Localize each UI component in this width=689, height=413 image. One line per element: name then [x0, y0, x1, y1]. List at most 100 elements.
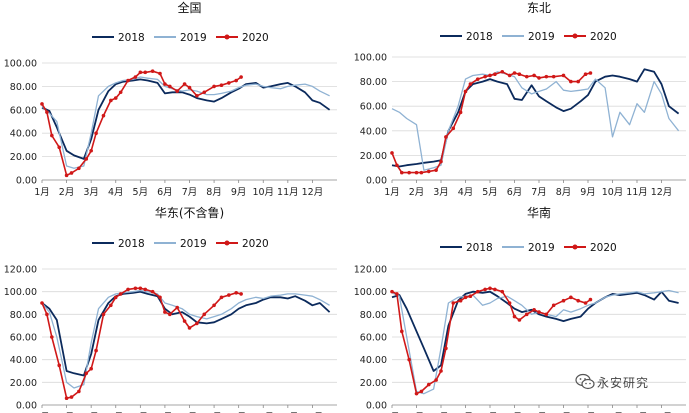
series-point-2020: [187, 85, 192, 90]
series-point-2020: [390, 289, 394, 294]
y-tick-label: 80.00: [10, 310, 37, 321]
legend-entry-2020: 2020: [216, 32, 269, 44]
x-tick-label: 5月: [482, 187, 498, 198]
series-point-2020: [239, 292, 243, 296]
series-point-2020: [463, 89, 468, 94]
legend-label: 2020: [590, 31, 617, 43]
series-point-2020: [493, 287, 497, 292]
legend-label: 2018: [466, 242, 493, 254]
legend-entry-2019: 2019: [154, 32, 207, 44]
y-tick-label: 80.00: [10, 82, 37, 93]
series-point-2020: [517, 72, 522, 77]
series-point-2020: [89, 366, 93, 371]
y-tick-label: 80.00: [360, 77, 387, 88]
y-tick-label: 40.00: [10, 129, 37, 140]
x-tick-label: 11月: [277, 187, 299, 198]
series-point-2020: [434, 378, 438, 382]
watermark: 永安研究: [575, 373, 687, 395]
legend-entry-2018: 2018: [92, 32, 145, 44]
legend-entry-2020: 2020: [216, 238, 269, 250]
series-point-2020: [537, 310, 541, 314]
series-point-2020: [50, 133, 54, 138]
chart-panel-4: 华南0.0020.0040.0060.0080.00100.00120.001月…: [354, 205, 686, 413]
series-point-2020: [569, 79, 573, 84]
series-line-2019: [391, 71, 680, 171]
series-point-2020: [576, 79, 580, 84]
series-point-2020: [118, 292, 123, 296]
series-point-2020: [84, 157, 89, 161]
series-point-2020: [451, 301, 456, 305]
series-point-2020: [583, 72, 588, 77]
legend-label: 2019: [180, 238, 207, 250]
series-point-2020: [493, 72, 497, 77]
series-point-2020: [64, 173, 69, 178]
y-tick-label: 60.00: [360, 333, 387, 344]
x-tick-label: 6月: [507, 187, 523, 198]
x-tick-label: 1月: [34, 187, 50, 198]
x-tick-label: 12月: [302, 187, 324, 198]
y-tick-label: 60.00: [360, 102, 387, 113]
series-point-2020: [212, 303, 216, 308]
series-point-2020: [150, 69, 155, 73]
legend-label: 2018: [466, 31, 493, 43]
x-tick-label: 9月: [231, 187, 247, 198]
series-line-2020: [391, 287, 591, 395]
legend-entry-2018: 2018: [92, 238, 145, 250]
series-line-2019: [41, 289, 330, 389]
series-point-2020: [175, 305, 180, 310]
series-point-2020: [551, 74, 556, 79]
series-point-2020: [583, 301, 588, 305]
chart-panel-3: 华东(不含鲁) 0.00 20.00 40.00 60.00 80.00 100.00 120…: [4, 205, 337, 413]
y-tick-label: 120.00: [354, 265, 387, 276]
series-point-2020: [138, 286, 143, 291]
series-line-2019: [41, 76, 330, 169]
series-point-2020: [101, 312, 106, 317]
chart-title: 东北: [527, 1, 551, 15]
legend-label: 2020: [590, 242, 617, 254]
series-point-2020: [227, 81, 231, 85]
series-point-2020: [561, 73, 566, 78]
legend-entry-2018: 2018: [440, 31, 493, 43]
series-point-2020: [163, 82, 167, 86]
series-point-2020: [187, 326, 192, 330]
series-point-2020: [444, 346, 448, 351]
series-point-2020: [400, 170, 404, 175]
series-point-2020: [77, 166, 81, 171]
legend-marker: [572, 244, 578, 250]
series-point-2020: [426, 169, 431, 174]
y-tick-label: 100.00: [354, 287, 387, 298]
x-tick-label: 10月: [252, 187, 274, 198]
legend-label: 2018: [118, 32, 145, 44]
series-point-2020: [168, 312, 172, 317]
y-tick-label: 0.00: [16, 176, 37, 187]
chart-title: 华南: [527, 205, 551, 220]
series-point-2020: [113, 295, 118, 300]
series-point-2020: [524, 74, 529, 79]
series-point-2020: [500, 69, 505, 74]
series-point-2020: [40, 102, 44, 106]
legend-marker: [224, 240, 230, 246]
series-point-2020: [524, 312, 529, 317]
series-line-2020: [41, 287, 242, 400]
legend-entry-2020: 2020: [564, 242, 617, 254]
series-point-2020: [426, 382, 431, 387]
series-point-2020: [544, 74, 549, 79]
series-point-2020: [588, 297, 593, 302]
x-tick-label: 2月: [409, 187, 425, 198]
series-point-2020: [133, 286, 138, 291]
x-tick-label: 4月: [458, 187, 474, 198]
series-point-2020: [576, 298, 580, 303]
series-point-2020: [414, 170, 419, 175]
y-tick-label: 0.00: [366, 176, 387, 187]
x-tick-label: 7月: [531, 187, 547, 198]
series-point-2020: [133, 75, 138, 79]
series-point-2020: [163, 310, 167, 314]
series-point-2020: [439, 369, 443, 373]
series-point-2020: [126, 78, 130, 83]
legend-label: 2019: [180, 32, 207, 44]
series-point-2020: [234, 291, 239, 295]
legend-marker: [224, 34, 230, 40]
series-point-2020: [537, 76, 541, 80]
series-point-2020: [419, 389, 424, 394]
